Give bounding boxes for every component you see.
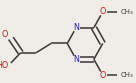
- Text: N: N: [73, 23, 79, 32]
- Text: CH₃: CH₃: [120, 72, 133, 78]
- Text: N: N: [73, 55, 79, 64]
- Text: O: O: [2, 30, 8, 39]
- Text: HO: HO: [0, 61, 8, 70]
- Text: CH₃: CH₃: [120, 9, 133, 15]
- Text: O: O: [100, 7, 106, 16]
- Text: O: O: [100, 71, 106, 80]
